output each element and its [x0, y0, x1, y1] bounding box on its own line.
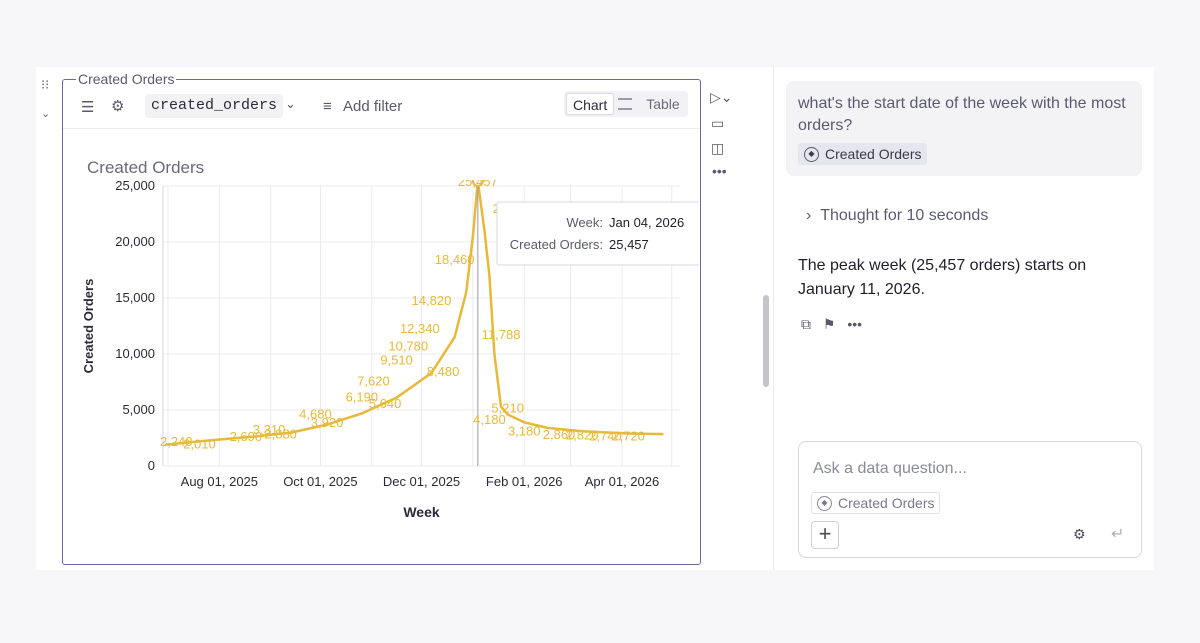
y-tick-label: 20,000 [115, 234, 155, 249]
cell-gutter: ⁝⁝ ⌄ [36, 67, 62, 570]
x-axis-label: Week [403, 504, 440, 520]
chat-input-box: Ask a data question... ◆ Created Orders +… [798, 441, 1142, 558]
user-question: what's the start date of the week with t… [786, 81, 1142, 176]
data-label: 2,720 [612, 429, 645, 444]
data-label: 2,740 [589, 428, 622, 443]
data-label: 3,310 [253, 422, 286, 437]
data-label: 2,240 [160, 434, 193, 449]
add-filter-label: Add filter [343, 98, 403, 115]
data-label: 10,780 [388, 338, 428, 353]
tooltip-week-value: Jan 04, 2026 [609, 215, 684, 230]
data-label: 11,788 [482, 327, 521, 342]
data-label: 3,920 [311, 415, 344, 430]
compass-icon: ◆ [804, 146, 819, 162]
filter-icon: ≡ [323, 98, 332, 115]
x-tick-label: Dec 01, 2025 [383, 474, 460, 489]
data-label: 8,480 [427, 364, 460, 379]
scrollbar[interactable] [763, 295, 769, 387]
list-icon[interactable]: ☰ [81, 99, 95, 116]
data-label: 6,190 [346, 390, 379, 405]
data-label: 2,880 [264, 427, 297, 442]
input-dataset-tag[interactable]: ◆ Created Orders [811, 492, 941, 514]
send-icon[interactable]: ↵ [1111, 526, 1125, 543]
y-tick-label: 25,000 [115, 180, 155, 193]
more-icon[interactable]: ••• [847, 316, 863, 332]
data-label: 14,820 [412, 293, 452, 308]
grip-icon[interactable]: ⁝⁝ [41, 77, 50, 92]
panel-divider [773, 67, 774, 570]
x-tick-label: Apr 01, 2026 [585, 474, 659, 489]
y-tick-label: 5,000 [122, 402, 155, 417]
hover-point[interactable] [471, 180, 484, 187]
y-tick-label: 15,000 [115, 290, 155, 305]
chart-tooltip: Week: Jan 04, 2026 Created Orders: 25,45… [496, 201, 699, 266]
dataset-select[interactable]: created_orders [145, 94, 284, 118]
input-tag-label: Created Orders [838, 495, 935, 511]
data-label: 4,180 [473, 412, 506, 427]
data-label: 4,680 [299, 407, 332, 422]
question-tag-label: Created Orders [825, 146, 922, 162]
data-label: 5,210 [491, 401, 524, 416]
chevron-right-icon: › [806, 207, 812, 224]
tooltip-week-label: Week: [566, 215, 603, 230]
data-label: 2,820 [566, 427, 599, 442]
chart-view-button[interactable]: Chart [566, 93, 615, 115]
table-view-button[interactable]: Table [646, 96, 680, 112]
sliders-icon[interactable]: ⚙ [111, 98, 125, 115]
y-tick-label: 10,000 [115, 346, 155, 361]
chevron-down-icon[interactable]: ⌄ [41, 108, 51, 120]
data-label: 7,620 [357, 374, 390, 389]
answer-actions: ⧉ ⚑ ••• [801, 316, 870, 333]
comment-icon[interactable]: ▭ [711, 115, 725, 131]
cell-title: Created Orders [76, 71, 177, 87]
tooltip-orders-label: Created Orders: [510, 237, 603, 252]
chart-title: Created Orders [87, 158, 205, 177]
data-label: 18,460 [435, 252, 475, 267]
layout-icon[interactable]: ◫ [711, 140, 725, 156]
y-axis-label: Created Orders [81, 279, 96, 374]
y-tick-label: 0 [148, 458, 155, 473]
run-icon[interactable]: ▷⌄ [710, 89, 733, 105]
line-chart: 0 5,000 10,000 15,000 20,000 25,000 Aug 01, 2… [81, 180, 699, 520]
x-tick-label: Aug 01, 2025 [181, 474, 258, 489]
compass-icon: ◆ [817, 495, 832, 511]
sliders-icon[interactable]: ⚙ [1073, 526, 1086, 542]
tooltip-orders-value: 25,457 [609, 237, 649, 252]
data-label: 5,640 [369, 396, 402, 411]
chat-input[interactable]: Ask a data question... [813, 460, 967, 477]
thought-toggle[interactable]: › Thought for 10 seconds [806, 207, 988, 225]
table-icon [618, 98, 633, 110]
view-toggle: Chart Table [564, 91, 688, 117]
data-label: 25,457 [458, 180, 498, 189]
chevron-down-icon[interactable]: ⌄ [285, 96, 296, 111]
data-label: 2,010 [183, 436, 216, 451]
add-filter-button[interactable]: ≡ Add filter [323, 98, 402, 115]
data-label: 2,860 [543, 427, 576, 442]
data-label: 2,690 [230, 429, 263, 444]
x-tick-label: Feb 01, 2026 [486, 474, 563, 489]
assistant-answer: The peak week (25,457 orders) starts on … [798, 257, 1087, 298]
x-tick-label: Oct 01, 2025 [283, 474, 357, 489]
chart-series-line [164, 180, 664, 446]
thought-label: Thought for 10 seconds [820, 207, 989, 224]
plus-icon[interactable]: + [811, 521, 839, 549]
data-label: 12,340 [400, 321, 440, 336]
data-label: 9,510 [380, 352, 413, 367]
question-text: what's the start date of the week with t… [798, 95, 1126, 134]
chart-cell: Created Orders ☰ ⚙ created_orders ⌄ ≡ Add… [62, 71, 701, 565]
workspace: ⁝⁝ ⌄ Created Orders ☰ ⚙ created_orders ⌄… [36, 67, 1154, 570]
toolbar-divider [63, 128, 700, 129]
flag-icon[interactable]: ⚑ [822, 316, 836, 332]
question-dataset-tag[interactable]: ◆ Created Orders [798, 143, 928, 165]
more-icon[interactable]: ••• [712, 163, 727, 179]
copy-icon[interactable]: ⧉ [801, 316, 811, 332]
data-label: 3,180 [508, 423, 541, 438]
